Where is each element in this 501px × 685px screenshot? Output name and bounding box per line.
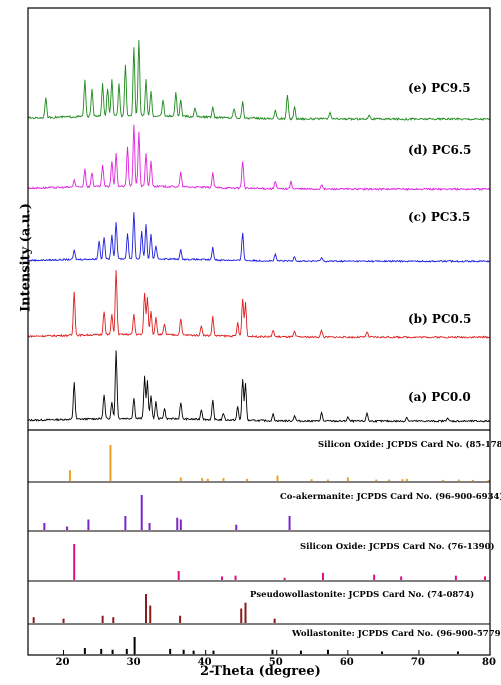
x-tick-label: 80 — [482, 657, 496, 668]
series-label-b: (b) PC0.5 — [408, 312, 472, 326]
xrd-patterns — [27, 40, 491, 424]
x-tick-label: 60 — [339, 657, 354, 668]
series-line-4 — [27, 40, 491, 121]
ref-title-3: Silicon Oxide: JCPDS Card No. (76-1390) — [300, 542, 495, 552]
x-tick-label: 30 — [126, 657, 141, 668]
series-label-c: (c) PC3.5 — [408, 210, 471, 224]
series-line-0 — [27, 350, 491, 424]
x-axis-label: 2-Theta (degree) — [200, 664, 321, 679]
ref-title-1: Silicon Oxide: JCPDS Card No. (85-1780) — [318, 440, 501, 450]
series-line-3 — [27, 124, 491, 191]
x-tick-label: 20 — [55, 657, 70, 668]
x-tick-label: 40 — [197, 657, 212, 668]
plot-frame — [27, 7, 491, 656]
series-label-e: (e) PC9.5 — [408, 81, 471, 95]
series-line-2 — [27, 212, 491, 263]
ref-title-4: Pseudowollastonite: JCPDS Card No. (74-0… — [250, 590, 475, 600]
x-tick-label: 70 — [410, 657, 425, 668]
series-label-a: (a) PC0.0 — [408, 390, 471, 404]
y-axis-label: Intensity (a.u.) — [18, 203, 34, 312]
x-tick-label: 50 — [268, 657, 283, 668]
ref-title-2: Co-akermanite: JCPDS Card No. (96-900-69… — [280, 492, 501, 502]
series-line-1 — [27, 270, 491, 339]
series-label-d: (d) PC6.5 — [408, 143, 472, 157]
ref-title-5: Wollastonite: JCPDS Card No. (96-900-577… — [292, 629, 501, 639]
reference-patterns — [28, 445, 490, 656]
